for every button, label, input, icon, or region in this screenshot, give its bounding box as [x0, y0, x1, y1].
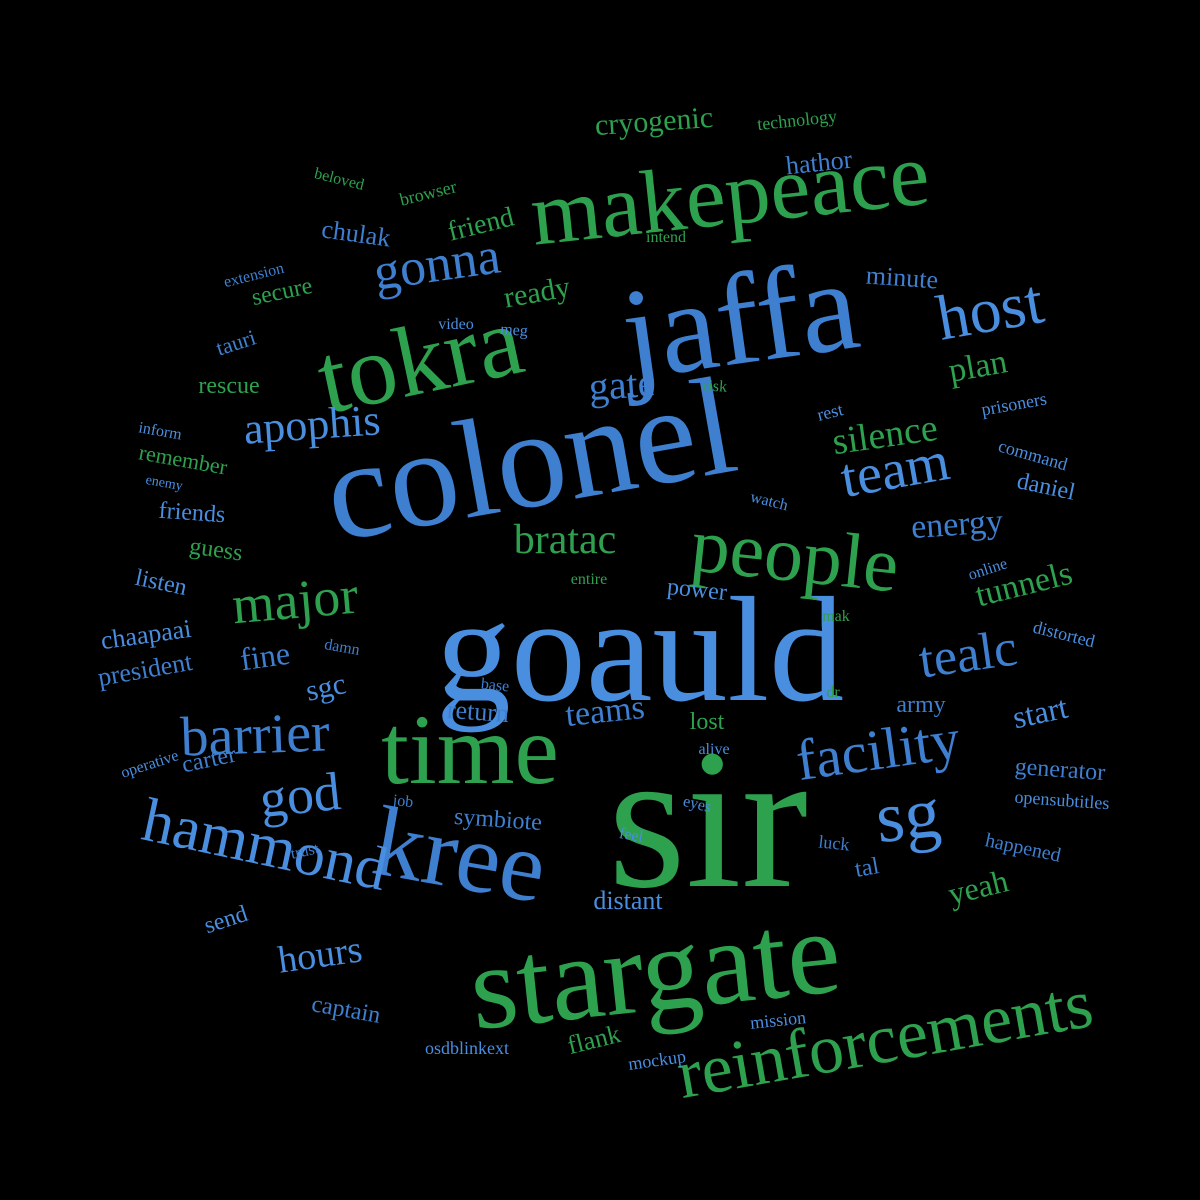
word-fine: fine — [237, 634, 293, 678]
word-send: send — [201, 900, 251, 940]
word-command: command — [996, 435, 1070, 475]
word-sir: sir — [608, 709, 808, 930]
word-apophis: apophis — [241, 395, 382, 454]
word-sg: sg — [871, 771, 945, 859]
word-friend: friend — [444, 201, 518, 248]
word-luck: luck — [817, 831, 851, 855]
word-base: base — [480, 675, 511, 696]
word-return: return — [446, 694, 511, 729]
word-energy: energy — [909, 502, 1005, 547]
word-listen: listen — [132, 564, 190, 602]
word-yeah: yeah — [944, 862, 1012, 912]
word-mak: mak — [822, 608, 850, 625]
word-tal: tal — [852, 853, 882, 883]
word-distant: distant — [593, 886, 663, 915]
word-friends: friends — [157, 497, 227, 529]
word-prisoners: prisoners — [979, 388, 1049, 420]
word-browser: browser — [397, 176, 459, 210]
word-generator: generator — [1013, 753, 1107, 787]
word-symbiote: symbiote — [453, 803, 543, 837]
word-hathor: hathor — [784, 144, 854, 181]
word-president: president — [95, 646, 195, 693]
word-army: army — [896, 692, 946, 718]
word-tauri: tauri — [212, 324, 259, 361]
word-beloved: beloved — [312, 165, 366, 194]
word-meg: meg — [499, 321, 529, 340]
word-goauld: goauld — [435, 567, 845, 733]
word-makepeace: makepeace — [526, 124, 934, 265]
word-daniel: daniel — [1014, 468, 1078, 506]
word-rescue: rescue — [198, 373, 260, 399]
word-happened: happened — [983, 829, 1063, 867]
word-risk: risk — [702, 377, 728, 396]
word-operative: operative — [118, 747, 181, 782]
word-captain: captain — [309, 991, 383, 1029]
word-job: job — [391, 791, 415, 812]
word-cryogenic: cryogenic — [593, 100, 715, 143]
word-power: power — [665, 573, 729, 607]
word-dr: dr — [826, 684, 840, 701]
word-minute: minute — [865, 260, 940, 295]
word-tealc: tealc — [915, 619, 1021, 690]
word-god: god — [256, 760, 344, 830]
word-alive: alive — [698, 741, 730, 758]
word-gate: gate — [587, 359, 657, 410]
word-enemy: enemy — [144, 472, 184, 495]
word-video: video — [438, 316, 474, 333]
word-plan: plan — [945, 343, 1010, 390]
word-technology: technology — [756, 105, 838, 135]
word-major: major — [229, 564, 361, 636]
word-time: time — [381, 694, 559, 805]
word-damn: damn — [323, 636, 362, 659]
word-hours: hours — [275, 928, 365, 982]
word-distorted: distorted — [1031, 616, 1097, 652]
word-lost: lost — [689, 709, 725, 735]
word-opensubtitles: opensubtitles — [1013, 786, 1111, 814]
word-bratac: bratac — [513, 517, 617, 563]
word-host: host — [931, 265, 1049, 354]
word-sgc: sgc — [302, 667, 349, 708]
word-guess: guess — [187, 533, 245, 567]
word-teams: teams — [563, 688, 647, 735]
word-chulak: chulak — [319, 214, 393, 253]
word-start: start — [1009, 688, 1071, 736]
word-osdblinkext: osdblinkext — [425, 1038, 509, 1058]
word-ready: ready — [501, 270, 573, 315]
word-entire: entire — [570, 571, 608, 588]
word-intend: intend — [646, 229, 686, 246]
